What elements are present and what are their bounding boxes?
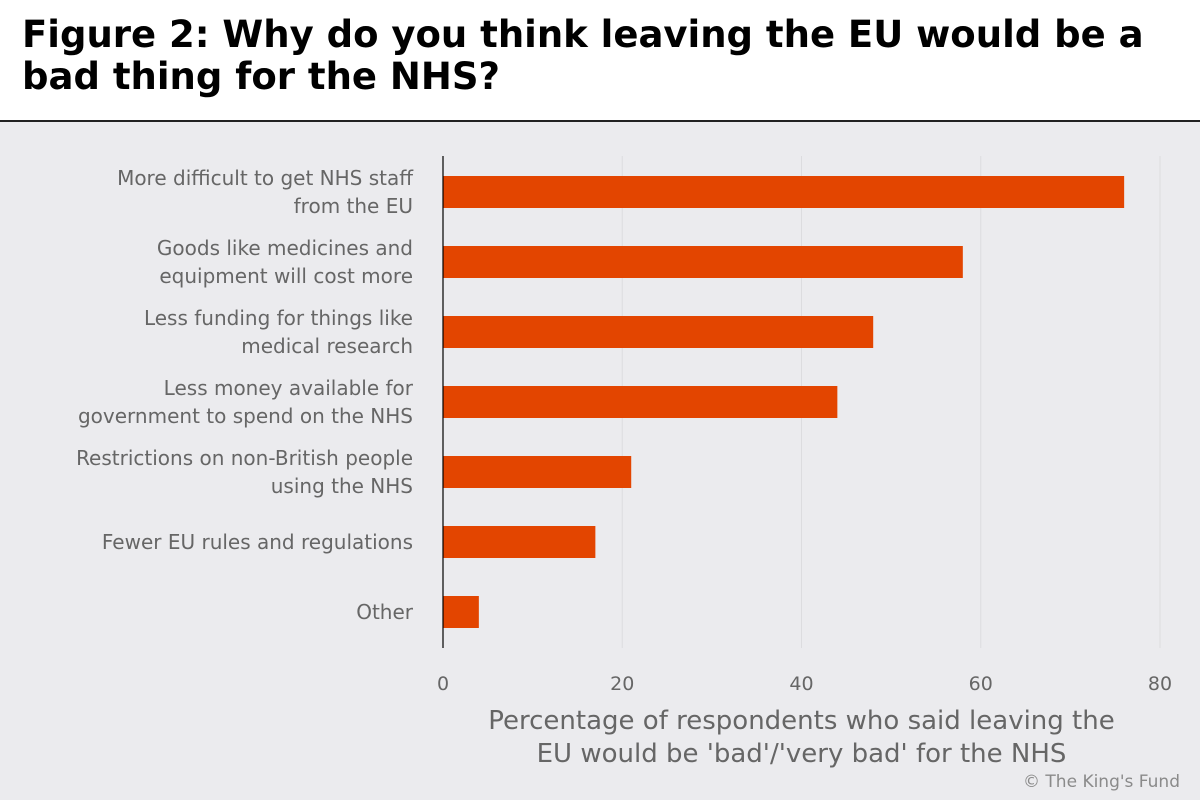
title-line-1: Figure 2: Why do you think leaving the E… <box>22 13 1144 56</box>
figure-header: Figure 2: Why do you think leaving the E… <box>0 0 1200 122</box>
bar <box>443 596 479 628</box>
category-label: Goods like medicines and equipment will c… <box>157 236 413 288</box>
x-tick-label: 0 <box>437 673 449 695</box>
bar <box>443 456 632 488</box>
bar <box>443 176 1125 208</box>
x-tick-label: 80 <box>1148 673 1172 695</box>
bar <box>443 526 596 558</box>
category-label: Fewer EU rules and regulations <box>102 530 413 554</box>
x-axis-title: Percentage of respondents who said leavi… <box>488 706 1114 769</box>
figure-title: Figure 2: Why do you think leaving the E… <box>22 14 1172 98</box>
x-tick-label: 60 <box>969 673 993 695</box>
category-label: Restrictions on non-British people using … <box>76 446 413 498</box>
x-tick-label: 20 <box>610 673 634 695</box>
category-label: Less funding for things like medical rese… <box>144 306 413 358</box>
x-tick-label: 40 <box>789 673 813 695</box>
bar <box>443 316 874 348</box>
bar <box>443 386 838 418</box>
copyright-credit: © The King's Fund <box>1023 772 1180 792</box>
category-label: More difficult to get NHS staff from the … <box>117 166 414 218</box>
chart-area: 0 20 40 60 80 More difficult to get NHS staff… <box>0 122 1200 800</box>
bar <box>443 246 963 278</box>
category-label: Other <box>356 600 414 624</box>
bar-chart: 0 20 40 60 80 More difficult to get NHS staff… <box>76 156 1172 769</box>
category-label: Less money available for government to sp… <box>78 376 414 428</box>
title-line-2: bad thing for the NHS? <box>22 55 500 98</box>
